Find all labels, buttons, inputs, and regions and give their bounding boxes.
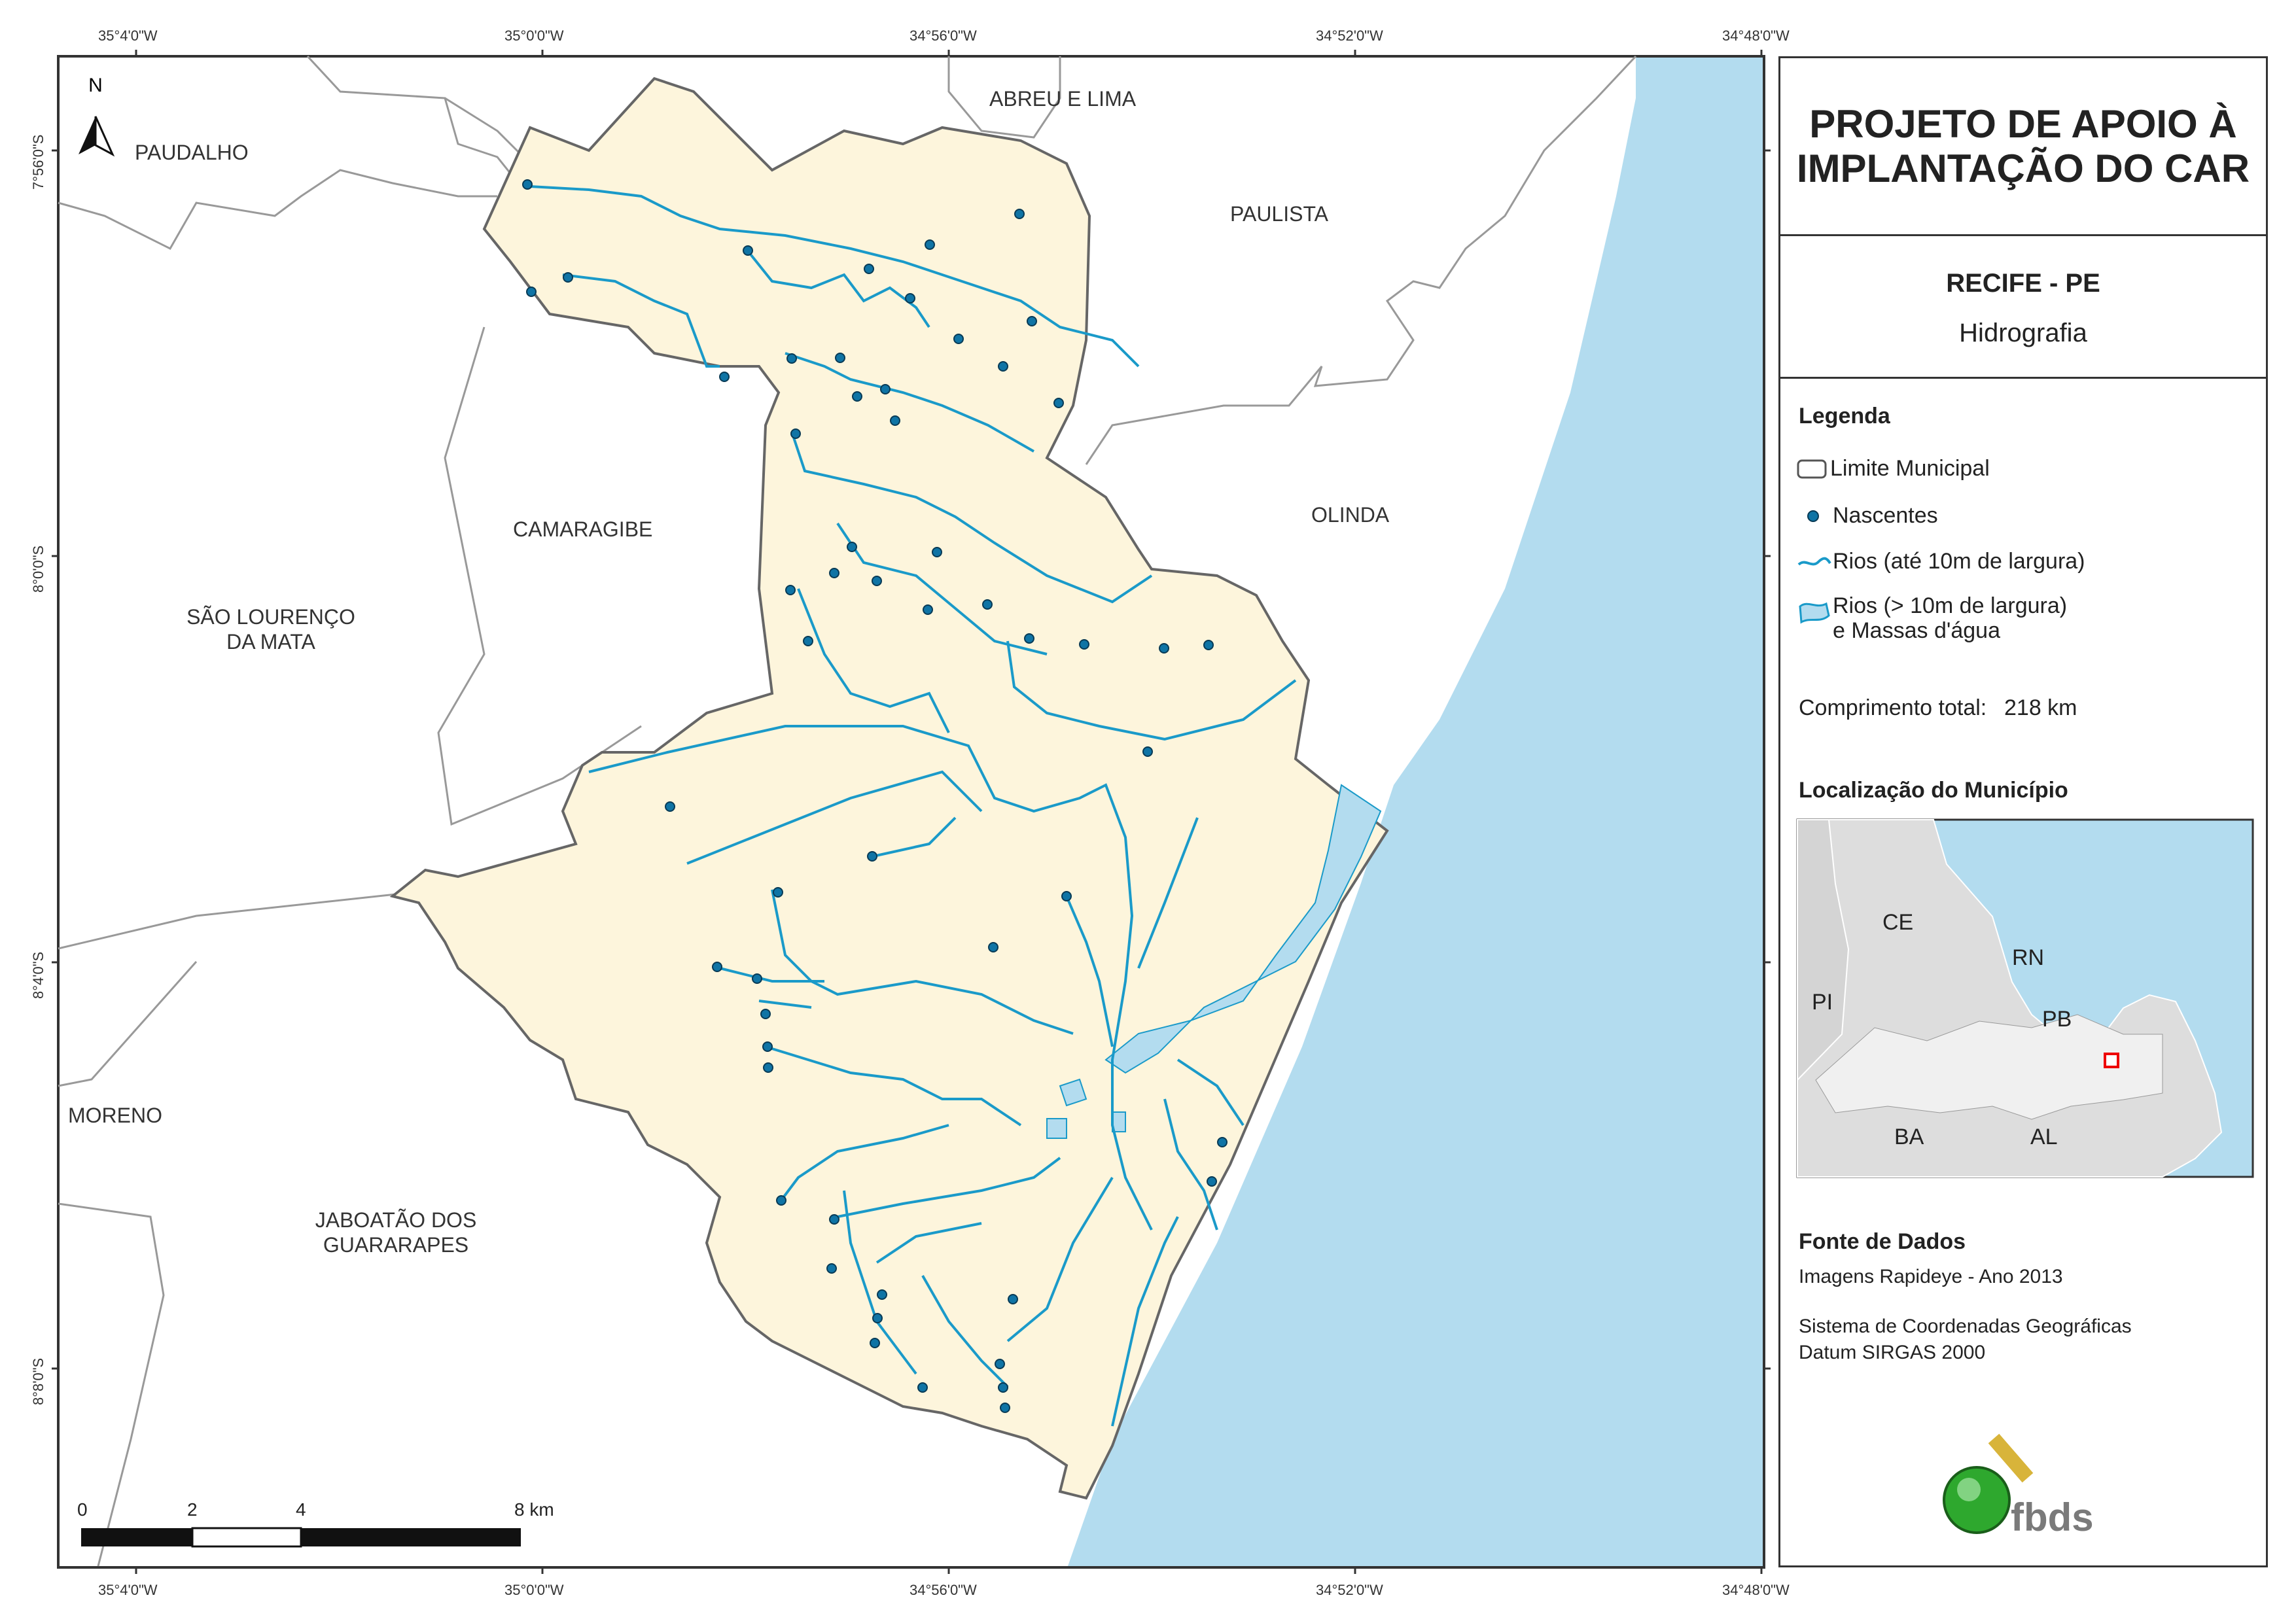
state-label-ce: CE (1882, 910, 1914, 935)
north-arrow-icon (79, 116, 115, 157)
coord-bottom-1: 35°0'0"W (504, 1582, 564, 1598)
info-panel: PROJETO DE APOIO À IMPLANTAÇÃO DO CAR RE… (1778, 56, 2268, 1567)
location-inset-map (1796, 818, 2254, 1178)
coord-left-1: 8°0'0"S (30, 545, 46, 593)
label-jaboatao-line1: JABOATÃO DOS (315, 1208, 477, 1232)
small-river-icon (1797, 557, 1831, 566)
coord-bottom-0: 35°4'0"W (98, 1582, 158, 1598)
fbds-logo-text: fbds (2011, 1495, 2094, 1539)
title-line1: PROJETO DE APOIO À (1809, 101, 2237, 146)
graticule-ticks (52, 50, 1771, 1574)
label-camaragibe: CAMARAGIBE (513, 517, 653, 541)
state-label-pi: PI (1812, 990, 1833, 1015)
label-jaboatao-line2: GUARARAPES (323, 1233, 469, 1257)
municipal-limit-icon (1797, 459, 1827, 479)
label-paudalho: PAUDALHO (135, 141, 249, 164)
coord-bottom-2: 34°56'0"W (910, 1582, 977, 1598)
coord-top-4: 34°48'0"W (1722, 27, 1790, 44)
coord-bottom-4: 34°48'0"W (1722, 1582, 1790, 1598)
map-subtitle: RECIFE - PE Hidrografia (1780, 236, 2266, 379)
map-theme: Hidrografia (1959, 319, 2087, 347)
coord-left-2: 8°4'0"S (30, 951, 46, 999)
source-heading: Fonte de Dados (1799, 1229, 1966, 1254)
label-sao-lourenco: SÃO LOURENÇO DA MATA (179, 604, 362, 654)
state-label-pb: PB (2042, 1007, 2072, 1032)
source-line2: Sistema de Coordenadas Geográficas (1799, 1316, 2132, 1337)
large-river-icon (1799, 602, 1830, 624)
state-label-ba: BA (1894, 1125, 1924, 1149)
label-sao-lourenco-line1: SÃO LOURENÇO (186, 605, 355, 629)
coord-left-3: 8°8'0"S (30, 1357, 46, 1405)
total-length-label: Comprimento total: (1799, 695, 1987, 720)
label-jaboatao: JABOATÃO DOS GUARARAPES (301, 1208, 491, 1257)
spring-icon (1807, 510, 1819, 522)
coord-top-2: 34°56'0"W (910, 27, 977, 44)
legend-springs: Nascentes (1833, 503, 1938, 528)
label-paulista: PAULISTA (1230, 202, 1328, 226)
recife-municipality (389, 77, 1389, 1500)
coord-bottom-3: 34°52'0"W (1316, 1582, 1383, 1598)
coord-left-0: 7°56'0"S (30, 134, 46, 190)
scale-label-0: 0 (77, 1499, 88, 1520)
rivers (529, 185, 1297, 1427)
label-moreno: MORENO (68, 1104, 162, 1127)
source-line3: Datum SIRGAS 2000 (1799, 1342, 1986, 1363)
water-bodies (1046, 784, 1382, 1139)
coord-top-1: 35°0'0"W (504, 27, 564, 44)
state-label-rn: RN (2012, 945, 2045, 970)
city-name: RECIFE - PE (1946, 269, 2100, 298)
coord-top-0: 35°4'0"W (98, 27, 158, 44)
title-line2: IMPLANTAÇÃO DO CAR (1796, 146, 2250, 190)
scale-label-8km: 8 km (514, 1499, 554, 1520)
neighbor-boundaries (58, 55, 1637, 1567)
coord-top-3: 34°52'0"W (1316, 27, 1383, 44)
legend-limit: Limite Municipal (1830, 456, 1990, 481)
label-olinda: OLINDA (1311, 503, 1390, 527)
scale-label-2: 2 (187, 1499, 198, 1520)
fbds-logo (1943, 1433, 2034, 1534)
label-abreu-e-lima: ABREU E LIMA (989, 87, 1137, 111)
legend-rivers-large-1: Rios (> 10m de largura) (1833, 593, 2068, 618)
legend-rivers-large-2: e Massas d'água (1833, 618, 2000, 643)
ocean (1068, 58, 1763, 1566)
scale-bar (81, 1527, 521, 1548)
source-line1: Imagens Rapideye - Ano 2013 (1799, 1266, 2063, 1287)
state-label-al: AL (2030, 1125, 2058, 1149)
legend-heading: Legenda (1799, 404, 1890, 428)
label-sao-lourenco-line2: DA MATA (226, 630, 315, 654)
total-length-value: 218 km (2004, 695, 2077, 720)
scale-label-4: 4 (296, 1499, 306, 1520)
location-heading: Localização do Município (1799, 778, 2068, 803)
project-title: PROJETO DE APOIO À IMPLANTAÇÃO DO CAR (1780, 58, 2266, 236)
north-label: N (88, 75, 103, 96)
springs (522, 179, 1227, 1413)
legend-rivers-small: Rios (até 10m de largura) (1833, 549, 2085, 574)
